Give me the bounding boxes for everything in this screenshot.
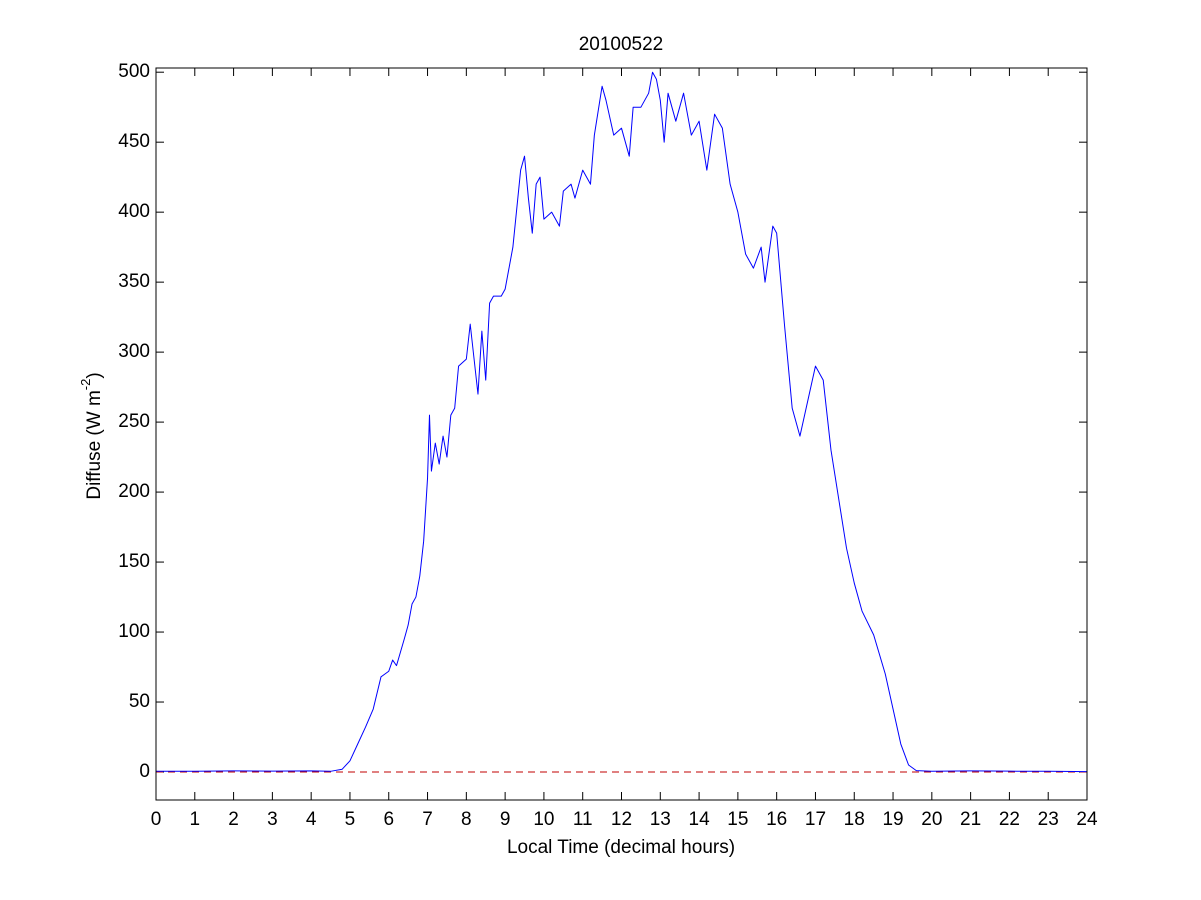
- x-tick-label: 12: [611, 809, 632, 830]
- plot-frame: [155, 67, 1088, 801]
- x-tick-label: 11: [573, 809, 593, 830]
- x-tick-label: 4: [306, 809, 317, 830]
- x-tick-label: 16: [766, 809, 787, 830]
- y-axis-label-end: ): [84, 372, 105, 378]
- x-tick-label: 6: [383, 809, 394, 830]
- x-tick-label: 19: [882, 809, 903, 830]
- y-tick-label: 400: [118, 201, 150, 222]
- y-tick-label: 300: [118, 341, 150, 362]
- data-line: [156, 71, 1088, 773]
- y-tick-label: 100: [118, 621, 150, 642]
- x-tick-label: 15: [727, 809, 748, 830]
- x-tick-label: 2: [228, 809, 239, 830]
- x-tick-label: 17: [805, 809, 826, 830]
- x-tick-label: 9: [500, 809, 511, 830]
- x-tick-label: 13: [650, 809, 671, 830]
- x-tick-label: 10: [533, 809, 554, 830]
- x-axis-label: Local Time (decimal hours): [507, 837, 735, 858]
- x-tick-label: 21: [960, 809, 981, 830]
- x-tick-label: 24: [1076, 809, 1098, 830]
- y-tick-label: 0: [139, 761, 150, 782]
- y-axis-label: Diffuse (W m-2): [78, 372, 105, 499]
- y-tick-label: 50: [129, 691, 150, 712]
- x-tick-label: 22: [999, 809, 1020, 830]
- x-tick-label: 3: [267, 809, 278, 830]
- x-tick-label: 5: [345, 809, 356, 830]
- y-tick-label: 250: [118, 411, 150, 432]
- y-axis-label-text: Diffuse (W m: [84, 390, 105, 499]
- x-tick-label: 0: [151, 809, 162, 830]
- y-tick-label: 350: [118, 271, 150, 292]
- x-tick-label: 1: [190, 809, 201, 830]
- x-tick-label: 8: [461, 809, 472, 830]
- y-tick-label: 200: [118, 481, 150, 502]
- x-tick-label: 14: [689, 809, 711, 830]
- chart-title: 20100522: [579, 34, 664, 55]
- y-tick-label: 450: [118, 131, 150, 152]
- x-tick-label: 20: [921, 809, 942, 830]
- y-axis-label-superscript: -2: [78, 379, 93, 391]
- x-tick-label: 18: [844, 809, 865, 830]
- y-tick-label: 500: [118, 61, 150, 82]
- y-tick-label: 150: [118, 551, 150, 572]
- x-tick-label: 23: [1038, 809, 1059, 830]
- x-tick-label: 7: [422, 809, 433, 830]
